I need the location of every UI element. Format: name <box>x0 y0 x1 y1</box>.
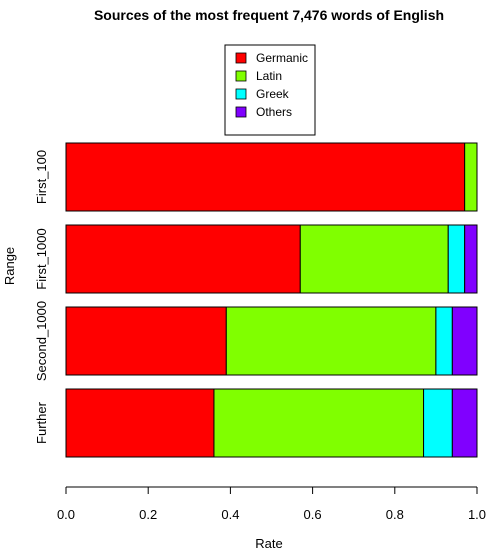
bar-segment-latin-first_1000 <box>299 224 449 294</box>
bar-segment-others-second_1000 <box>451 306 478 376</box>
legend-swatch-germanic <box>235 52 247 64</box>
bar-segment-germanic-first_1000 <box>65 224 301 294</box>
y-category-label: First_100 <box>34 150 49 204</box>
x-tick-label: 0.8 <box>386 507 404 522</box>
x-tick-label: 0.4 <box>221 507 239 522</box>
bar-segment-others-further <box>451 388 478 458</box>
bar-segment-greek-first_1000 <box>447 224 466 294</box>
bar-segment-latin-second_1000 <box>225 306 437 376</box>
x-tick-label: 1.0 <box>468 507 486 522</box>
y-category-label: Further <box>34 401 49 444</box>
legend-label-germanic: Germanic <box>256 51 308 65</box>
x-tick-label: 0.6 <box>304 507 322 522</box>
chart-legend: Germanic Latin Greek Others <box>224 44 316 136</box>
chart-title: Sources of the most frequent 7,476 words… <box>94 7 444 23</box>
bar-segment-germanic-further <box>65 388 215 458</box>
legend-label-greek: Greek <box>256 87 290 101</box>
legend-label-others: Others <box>256 105 292 119</box>
bar-segment-germanic-first_100 <box>65 142 466 212</box>
y-axis-label: Range <box>2 247 17 285</box>
y-category-labels: First_100 First_1000 Second_1000 Further <box>34 150 49 444</box>
bar-segment-germanic-second_1000 <box>65 306 227 376</box>
y-category-label: First_1000 <box>34 228 49 289</box>
bars-group <box>65 142 478 458</box>
x-tick-label: 0.0 <box>57 507 75 522</box>
bar-segment-latin-further <box>213 388 425 458</box>
x-axis: 0.0 0.2 0.4 0.6 0.8 1.0 <box>57 486 486 522</box>
legend-swatch-latin <box>235 70 247 82</box>
legend-swatch-greek <box>235 88 247 100</box>
bar-segment-greek-further <box>423 388 453 458</box>
bar-segment-others-first_1000 <box>464 224 478 294</box>
x-tick-label: 0.2 <box>139 507 157 522</box>
bar-segment-greek-second_1000 <box>435 306 453 376</box>
y-category-label: Second_1000 <box>34 301 49 381</box>
legend-swatch-others <box>235 106 247 118</box>
legend-label-latin: Latin <box>256 69 282 83</box>
x-axis-label: Rate <box>255 536 282 551</box>
bar-segment-latin-first_100 <box>464 142 478 212</box>
